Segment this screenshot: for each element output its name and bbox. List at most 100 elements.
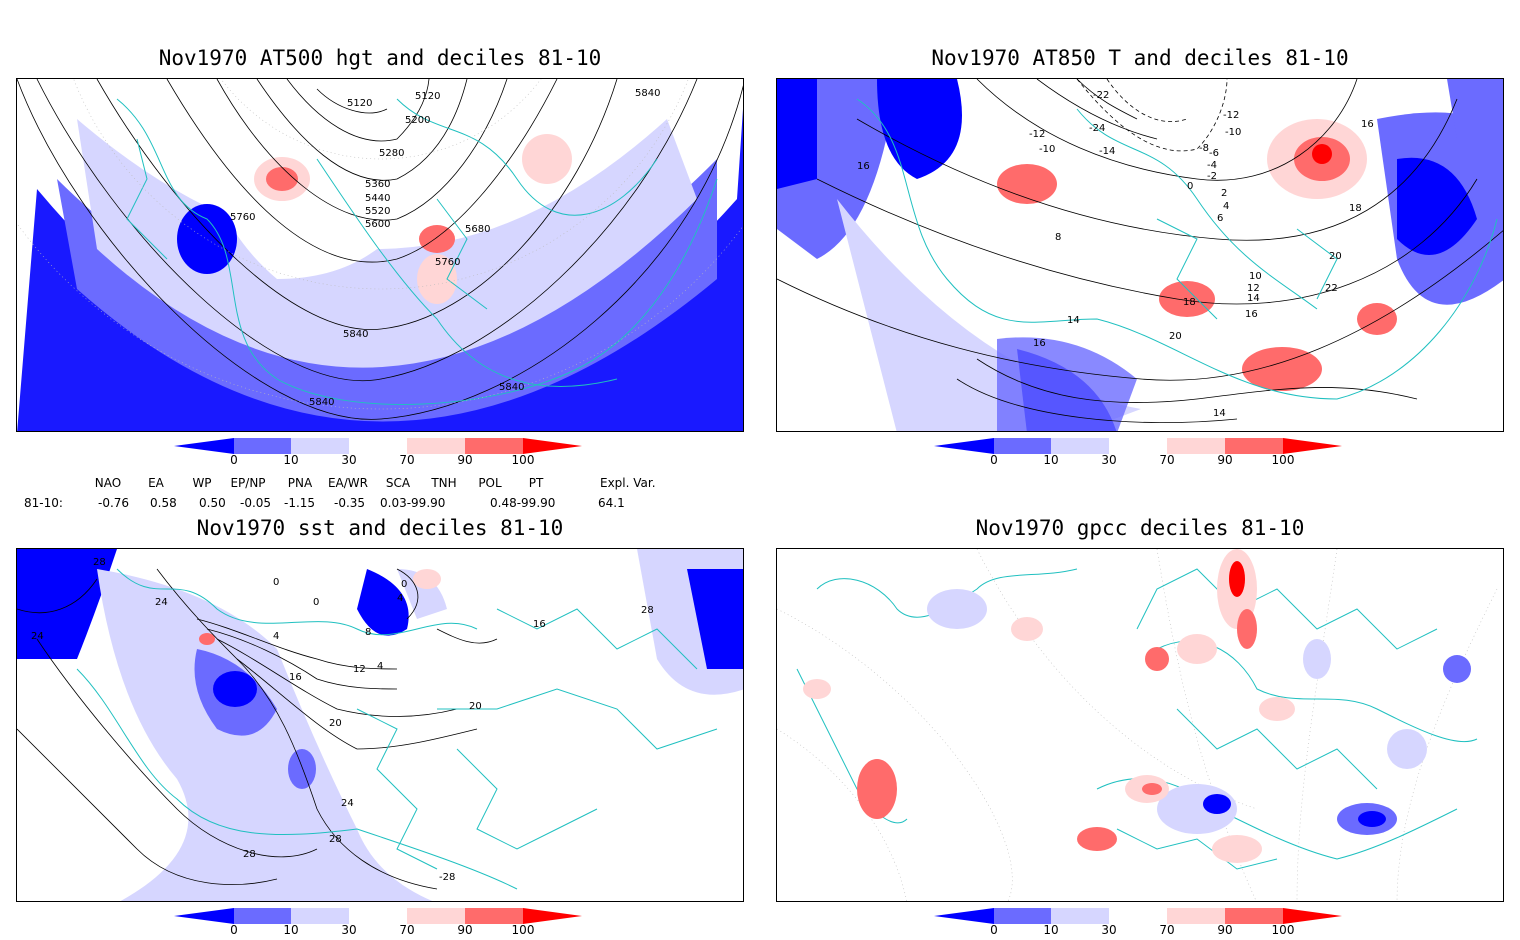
contour-label: 14: [1067, 315, 1080, 326]
map-panel-sst: 28 24 24 0 0 0 4 4 8 12 16 20 20 24 28 2…: [16, 548, 744, 902]
colorbar-swatch: [994, 438, 1051, 454]
index-header: NAO: [94, 476, 122, 490]
map-t850: -22 -24 -12 -10 -12 -10 -14 -8 -6 -4 -2 …: [777, 79, 1503, 431]
contour-label: 8: [1055, 232, 1061, 243]
contour-label: 20: [329, 718, 342, 729]
contour-label: 16: [857, 161, 870, 172]
index-header: TNH: [431, 476, 457, 490]
colorbar-swatch: [1051, 438, 1109, 454]
contour-label: -28: [439, 872, 455, 883]
colorbar-swatch: [407, 908, 465, 924]
contour-label: 24: [155, 597, 168, 608]
index-header: EA/WR: [327, 476, 369, 490]
contour-label: 5200: [405, 115, 430, 126]
colorbar-tick-label: 10: [283, 453, 299, 467]
contour-label: 5840: [309, 397, 334, 408]
contour-label: 4: [1223, 201, 1229, 212]
contour-label: 16: [1245, 309, 1258, 320]
colorbar-tick-label: 0: [990, 453, 998, 467]
colorbar-swatch: [523, 438, 582, 454]
colorbar-swatch: [934, 908, 994, 924]
contour-label: -8: [1199, 143, 1209, 154]
index-value: -0.76: [98, 496, 130, 510]
contour-label: 8: [365, 627, 371, 638]
index-header: PT: [528, 476, 544, 490]
colorbar-swatch: [1109, 438, 1167, 454]
index-value: -0.05: [240, 496, 272, 510]
colorbar-swatch: [234, 908, 291, 924]
contour-label: -10: [1225, 127, 1241, 138]
contour-label: 16: [289, 672, 302, 683]
colorbar-tick-label: 100: [511, 923, 535, 937]
map-gpcc: [777, 549, 1503, 901]
colorbar-swatch: [349, 908, 407, 924]
contour-label: 20: [1169, 331, 1182, 342]
contour-label: 5360: [365, 179, 390, 190]
contour-label: 28: [641, 605, 654, 616]
colorbar-tick-label: 10: [283, 923, 299, 937]
contour-label: -12: [1223, 110, 1239, 121]
colorbar-swatch: [174, 908, 234, 924]
colorbar-tick-label: 0: [230, 923, 238, 937]
colorbar-swatch: [465, 908, 523, 924]
colorbar-4: 0 10 30 70 90 100: [934, 908, 1354, 940]
index-value: 64.1: [598, 496, 625, 510]
colorbar-swatch: [1283, 438, 1342, 454]
index-value: 0.50: [199, 496, 226, 510]
contour-label: 5520: [365, 206, 390, 217]
colorbar-tick-label: 100: [1271, 923, 1295, 937]
colorbar-tick-label: 30: [341, 923, 357, 937]
contour-label: 12: [353, 664, 366, 675]
colorbar-1: 0 10 30 70 90 100: [174, 438, 594, 470]
colorbar-swatches: [174, 438, 582, 454]
contour-label: 12: [1247, 283, 1260, 294]
colorbar-swatch: [1225, 908, 1283, 924]
contour-label: 0: [401, 579, 407, 590]
colorbar-swatch: [1283, 908, 1342, 924]
colorbar-swatch: [349, 438, 407, 454]
colorbar-tick-label: 30: [1101, 453, 1117, 467]
contour-label: 5840: [499, 382, 524, 393]
contour-label: 2: [1221, 188, 1227, 199]
index-value: -0.35: [334, 496, 366, 510]
contour-label: 0: [313, 597, 319, 608]
index-header: WP: [192, 476, 212, 490]
colorbar-tick-label: 0: [990, 923, 998, 937]
contour-label: 16: [1361, 119, 1374, 130]
colorbar-tick-label: 90: [457, 923, 473, 937]
contour-label: 4: [397, 593, 403, 604]
colorbar-tick-label: 70: [1159, 923, 1175, 937]
colorbar-swatch: [174, 438, 234, 454]
index-header: POL: [478, 476, 502, 490]
contour-label: 24: [341, 798, 354, 809]
contour-label: 20: [1329, 251, 1342, 262]
index-value: 0.58: [150, 496, 177, 510]
colorbar-tick-label: 0: [230, 453, 238, 467]
colorbar-swatch: [407, 438, 465, 454]
contour-label: 18: [1183, 297, 1196, 308]
contour-label: 16: [1033, 338, 1046, 349]
map-hgt500: 5120 5120 5200 5280 5360 5440 5520 5600 …: [17, 79, 743, 431]
index-header: EA: [148, 476, 164, 490]
contour-label: 28: [329, 834, 342, 845]
contour-label: 18: [1349, 203, 1362, 214]
panel-title-3: Nov1970 sst and deciles 81-10: [196, 516, 564, 540]
climate-indices-table: 81-10: NAO EA WP EP/NP PNA EA/WR SCA TNH POL PT Exp…: [0, 474, 760, 514]
map-panel-t850: -22 -24 -12 -10 -12 -10 -14 -8 -6 -4 -2 …: [776, 78, 1504, 432]
contour-label: 4: [273, 631, 279, 642]
contour-label: 5120: [347, 98, 372, 109]
contour-label: -12: [1029, 129, 1045, 140]
contour-label: 5760: [435, 257, 460, 268]
contour-label: -22: [1093, 90, 1109, 101]
colorbar-tick-label: 10: [1043, 923, 1059, 937]
panel-title-2: Nov1970 AT850 T and deciles 81-10: [931, 46, 1349, 70]
contour-label: -4: [1207, 160, 1217, 171]
colorbar-tick-label: 90: [1217, 923, 1233, 937]
contour-label: 5840: [635, 88, 660, 99]
colorbar-swatch: [934, 438, 994, 454]
contour-label: 5760: [230, 212, 255, 223]
colorbar-tick-label: 30: [341, 453, 357, 467]
colorbar-tick-label: 90: [457, 453, 473, 467]
colorbar-swatch: [1167, 908, 1225, 924]
contour-label: 28: [243, 849, 256, 860]
